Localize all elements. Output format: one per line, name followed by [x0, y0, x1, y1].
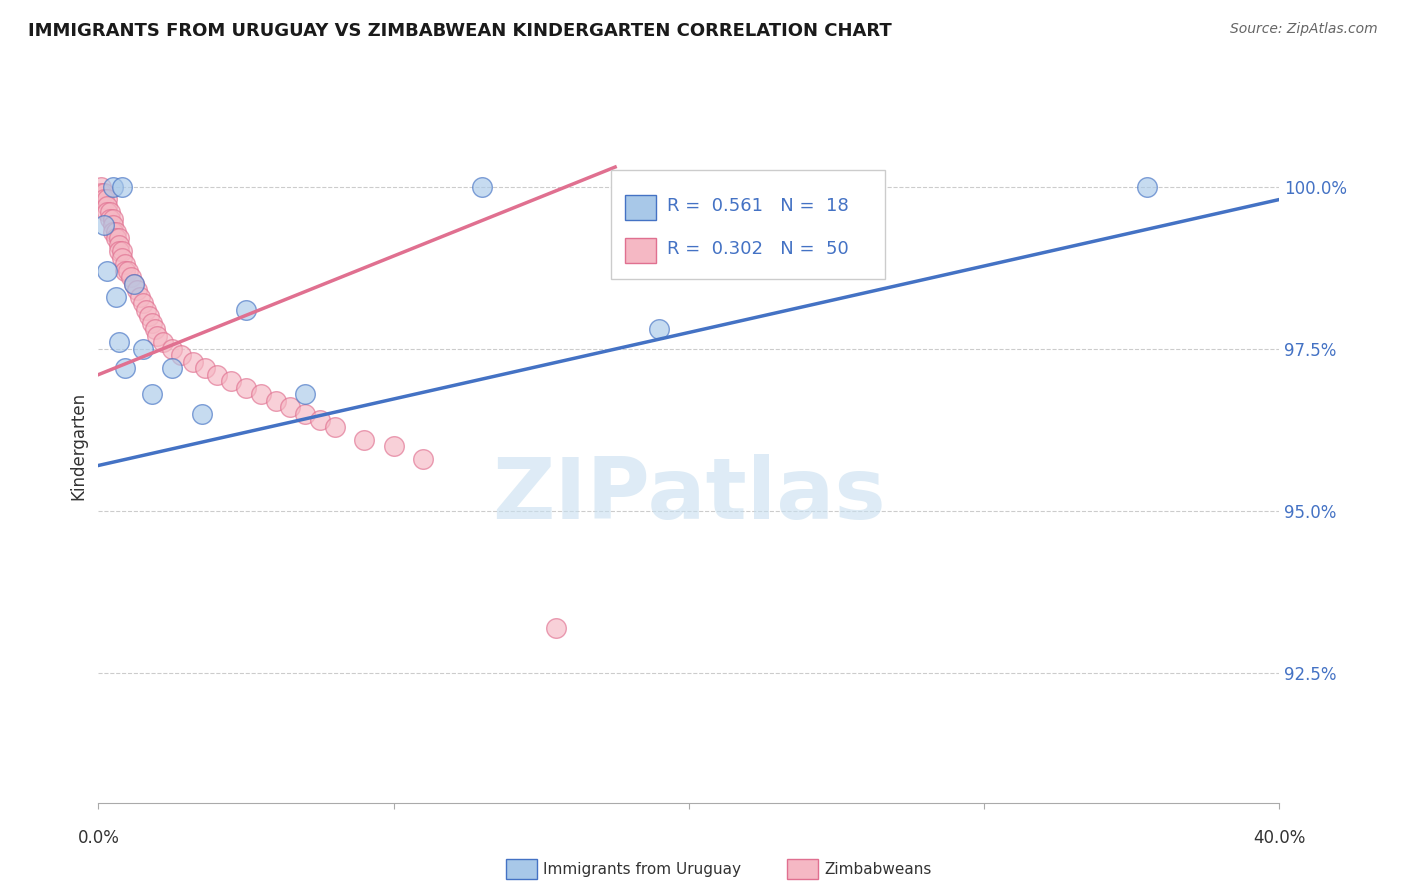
Point [117, 264, 139, 278]
Point [96, 205, 118, 219]
Point [205, 368, 228, 382]
Point [108, 231, 131, 245]
Text: ZIPatlas: ZIPatlas [492, 454, 886, 538]
Point [264, 393, 287, 408]
Point [103, 179, 125, 194]
Point [141, 387, 163, 401]
Point [105, 231, 128, 245]
Point [162, 361, 183, 376]
Point [105, 225, 128, 239]
Y-axis label: Kindergarten: Kindergarten [69, 392, 87, 500]
Point [135, 302, 157, 317]
Point [122, 277, 145, 291]
Text: R =  0.561   N =  18: R = 0.561 N = 18 [668, 197, 849, 215]
Point [235, 381, 257, 395]
Point [132, 342, 155, 356]
Point [825, 199, 848, 213]
Text: 40.0%: 40.0% [1253, 829, 1306, 847]
Point [471, 179, 494, 194]
Point [114, 264, 136, 278]
Point [108, 244, 131, 259]
Point [191, 407, 214, 421]
Point [294, 387, 316, 401]
Point [93, 219, 115, 233]
Text: Immigrants from Uruguay: Immigrants from Uruguay [543, 863, 741, 877]
Point [114, 257, 136, 271]
Point [143, 322, 166, 336]
Point [141, 316, 163, 330]
Point [278, 400, 302, 414]
Point [412, 452, 434, 467]
Text: Zimbabweans: Zimbabweans [824, 863, 931, 877]
Point [146, 328, 169, 343]
Point [108, 238, 131, 252]
Point [90, 186, 112, 200]
Point [152, 335, 174, 350]
Point [162, 342, 183, 356]
Point [294, 407, 316, 421]
Point [90, 179, 112, 194]
Point [103, 219, 125, 233]
Point [93, 186, 115, 200]
Point [125, 283, 148, 297]
Point [138, 310, 160, 324]
Point [122, 277, 145, 291]
Point [128, 290, 150, 304]
Point [111, 244, 134, 259]
Point [235, 302, 257, 317]
Point [103, 211, 125, 226]
Point [93, 193, 115, 207]
Point [96, 264, 118, 278]
Point [250, 387, 273, 401]
Point [546, 621, 568, 635]
Point [648, 322, 671, 336]
Point [382, 439, 405, 453]
Point [98, 211, 121, 226]
Point [114, 361, 136, 376]
Point [98, 205, 121, 219]
Text: Source: ZipAtlas.com: Source: ZipAtlas.com [1230, 22, 1378, 37]
Point [108, 335, 131, 350]
Text: IMMIGRANTS FROM URUGUAY VS ZIMBABWEAN KINDERGARTEN CORRELATION CHART: IMMIGRANTS FROM URUGUAY VS ZIMBABWEAN KI… [28, 22, 891, 40]
Point [111, 251, 134, 265]
Point [323, 419, 346, 434]
Point [96, 193, 118, 207]
Point [194, 361, 217, 376]
Point [103, 225, 125, 239]
Point [1135, 179, 1157, 194]
Point [111, 179, 134, 194]
Point [309, 413, 332, 427]
Point [132, 296, 155, 310]
Point [181, 354, 204, 368]
Point [170, 348, 193, 362]
Point [353, 433, 375, 447]
Point [120, 270, 142, 285]
Point [96, 199, 118, 213]
Text: 0.0%: 0.0% [77, 829, 120, 847]
Text: R =  0.302   N =  50: R = 0.302 N = 50 [668, 240, 849, 258]
Point [105, 290, 128, 304]
Point [219, 374, 242, 388]
